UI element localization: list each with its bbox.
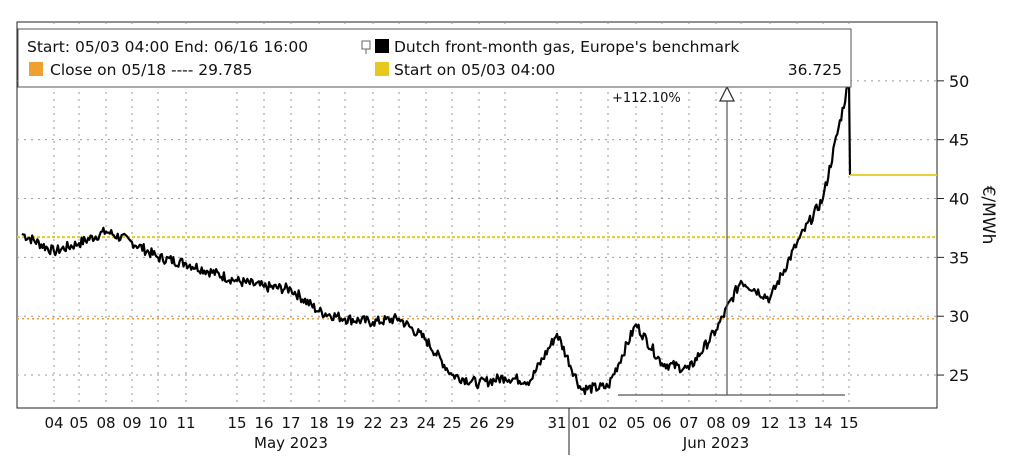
x-tick-label: 06 <box>652 414 671 432</box>
y-tick-label: 35 <box>949 248 969 267</box>
y-tick-label: 40 <box>949 190 969 209</box>
legend: Start: 05/03 04:00 End: 06/16 16:00 Dutc… <box>17 28 852 88</box>
x-tick-label: 26 <box>469 414 488 432</box>
gas-price-line <box>21 79 852 396</box>
legend-drag-icon <box>361 40 371 54</box>
legend-start-label: Start on 05/03 04:00 <box>394 61 555 79</box>
plot-frame <box>16 21 938 409</box>
x-group-label: Jun 2023 <box>682 434 749 452</box>
x-tick-label: 08 <box>706 414 725 432</box>
x-tick-label: 17 <box>281 414 300 432</box>
x-tick-label: 04 <box>44 414 63 432</box>
x-tick-label: 07 <box>679 414 698 432</box>
y-tick-label: 30 <box>949 307 969 326</box>
x-tick-label: 05 <box>626 414 645 432</box>
legend-series-name: Dutch front-month gas, Europe's benchmar… <box>394 38 739 56</box>
x-tick-label: 05 <box>69 414 88 432</box>
x-tick-label: 13 <box>787 414 806 432</box>
x-tick-label: 18 <box>309 414 328 432</box>
x-tick-label: 24 <box>416 414 435 432</box>
legend-series-swatch <box>375 39 389 53</box>
y-axis: 25 30 35 40 45 50 <box>937 72 969 385</box>
y-tick-label: 50 <box>949 72 969 91</box>
x-tick-label: 09 <box>122 414 141 432</box>
legend-close-swatch <box>29 62 43 76</box>
x-tick-label: 15 <box>227 414 246 432</box>
legend-start-value: 36.725 <box>788 61 842 79</box>
x-tick-label: 08 <box>96 414 115 432</box>
x-tick-label: 16 <box>254 414 273 432</box>
x-tick-label: 02 <box>598 414 617 432</box>
x-tick-label: 11 <box>176 414 195 432</box>
x-tick-label: 31 <box>547 414 566 432</box>
series-layer <box>21 79 937 396</box>
x-tick-label: 29 <box>495 414 514 432</box>
x-group-label: May 2023 <box>254 434 328 452</box>
x-tick-label: 23 <box>389 414 408 432</box>
annotation-layer: +112.10% <box>612 85 845 396</box>
x-tick-label: 19 <box>335 414 354 432</box>
x-tick-label: 14 <box>813 414 832 432</box>
y-tick-label: 45 <box>949 131 969 150</box>
annotation-arrow-icon <box>718 85 736 102</box>
x-axis: 04 05 08 09 10 11 15 16 17 18 19 22 23 24 25 26 29 31 01 02… <box>44 408 859 455</box>
x-tick-label: 09 <box>731 414 750 432</box>
y-axis-label: €/MWh <box>978 186 998 245</box>
x-tick-label: 15 <box>839 414 858 432</box>
legend-box <box>17 28 852 88</box>
x-tick-label: 22 <box>363 414 382 432</box>
x-tick-label: 01 <box>571 414 590 432</box>
annotation-label: +112.10% <box>612 91 681 106</box>
legend-close-label: Close on 05/18 ---- 29.785 <box>50 61 253 79</box>
reference-lines <box>17 236 937 320</box>
legend-range-text: Start: 05/03 04:00 End: 06/16 16:00 <box>27 38 308 56</box>
y-tick-label: 25 <box>949 366 969 385</box>
legend-start-swatch <box>375 62 389 76</box>
x-tick-label: 25 <box>442 414 461 432</box>
x-tick-label: 12 <box>760 414 779 432</box>
x-tick-label: 10 <box>148 414 167 432</box>
